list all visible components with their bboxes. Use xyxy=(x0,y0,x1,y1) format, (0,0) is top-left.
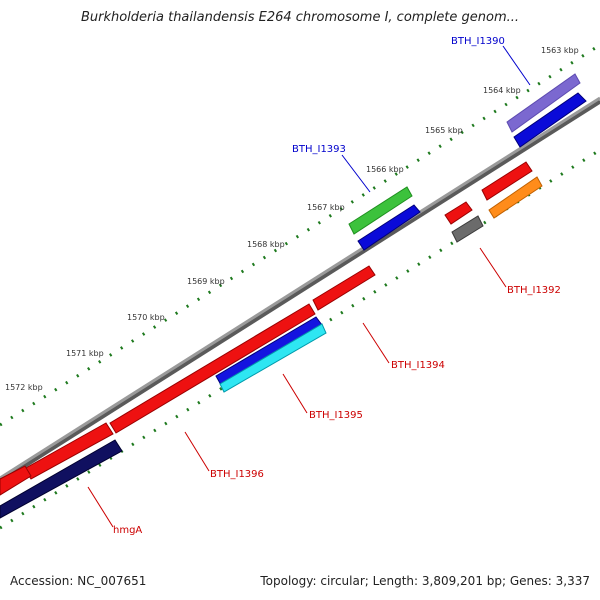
tick-label: 1563 kbp xyxy=(541,46,579,55)
gene-orange xyxy=(488,176,543,219)
backbone xyxy=(0,96,600,480)
gene-labels: BTH_I1390 BTH_I1393 BTH_I1392 BTH_I1394 … xyxy=(113,36,561,536)
gene-bth-i1390-outer xyxy=(506,73,581,133)
leader-bth-i1393 xyxy=(341,154,371,193)
label-bth-i1393: BTH_I1393 xyxy=(292,144,346,155)
tick-labels: 1563 kbp 1564 kbp 1565 kbp 1566 kbp 1567… xyxy=(5,46,579,392)
label-bth-i1392: BTH_I1392 xyxy=(507,285,561,296)
tick-label: 1564 kbp xyxy=(483,86,521,95)
gene-red-edge xyxy=(0,465,32,496)
tick-label: 1566 kbp xyxy=(366,165,404,174)
genome-summary: Topology: circular; Length: 3,809,201 bp… xyxy=(260,574,590,588)
gene-grey xyxy=(451,215,484,243)
leader-bth-i1394 xyxy=(362,322,390,364)
leader-bth-i1392 xyxy=(479,247,507,288)
map-title: Burkholderia thailandensis E264 chromoso… xyxy=(80,10,520,25)
gene-red-small xyxy=(444,201,473,225)
tick-label: 1571 kbp xyxy=(66,349,104,358)
leader-hmga xyxy=(87,486,114,528)
label-bth-i1396: BTH_I1396 xyxy=(210,469,264,480)
leader-bth-i1390 xyxy=(502,45,531,86)
gene-hmga xyxy=(0,439,123,519)
tick-label: 1569 kbp xyxy=(187,277,225,286)
tick-label: 1565 kbp xyxy=(425,126,463,135)
label-bth-i1390: BTH_I1390 xyxy=(451,36,505,47)
inner-tick-track xyxy=(0,148,600,530)
gene-bth-i1395-cyan xyxy=(219,323,327,393)
tick-label: 1568 kbp xyxy=(247,240,285,249)
gene-bth-i1396 xyxy=(109,303,316,434)
label-bth-i1394: BTH_I1394 xyxy=(391,360,445,371)
gene-red-right xyxy=(481,161,533,201)
tick-label: 1570 kbp xyxy=(127,313,165,322)
accession-text: Accession: NC_007651 xyxy=(10,574,147,588)
label-leaders xyxy=(87,45,531,528)
gene-bth-i1394 xyxy=(312,265,376,311)
tick-label: 1567 kbp xyxy=(307,203,345,212)
leader-bth-i1395 xyxy=(282,373,308,414)
gene-bth-i1390-inner xyxy=(513,92,587,148)
backbone-shadow xyxy=(0,98,600,484)
gene-bth-i1393-outer xyxy=(348,186,413,235)
label-hmga: hmgA xyxy=(113,525,142,536)
tick-label: 1572 kbp xyxy=(5,383,43,392)
label-bth-i1395: BTH_I1395 xyxy=(309,410,363,421)
outer-tick-track xyxy=(0,43,600,427)
leader-bth-i1396 xyxy=(184,431,210,472)
gene-features xyxy=(0,73,587,519)
gene-bth-i1393-inner xyxy=(357,204,421,251)
